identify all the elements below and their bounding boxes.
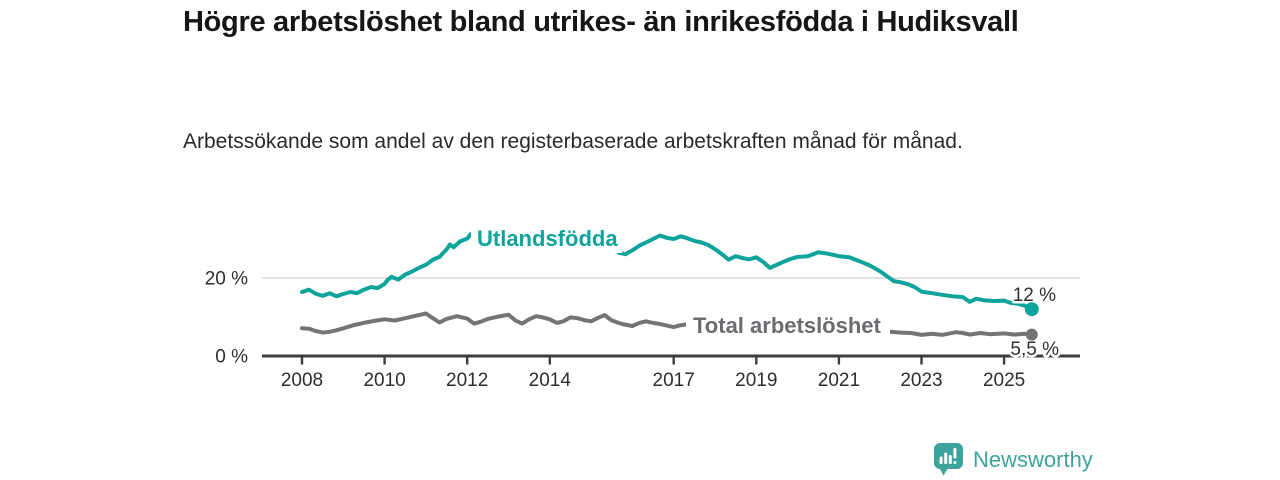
logo-exclamation-dot bbox=[953, 461, 957, 464]
logo-bar-3 bbox=[948, 455, 952, 464]
x-tick-label: 2025 bbox=[983, 370, 1025, 391]
x-tick-label: 2019 bbox=[735, 370, 777, 391]
chart-subtitle: Arbetssökande som andel av den registerb… bbox=[183, 130, 963, 153]
logo-exclamation-bar bbox=[953, 448, 957, 459]
chart-title: Högre arbetslöshet bland utrikes- än inr… bbox=[183, 6, 1019, 38]
utlandsfodda-end-dot bbox=[1024, 302, 1039, 317]
x-tick-label: 2021 bbox=[818, 370, 860, 391]
x-tick-label: 2014 bbox=[529, 370, 572, 391]
newsworthy-logo-icon bbox=[934, 443, 963, 476]
logo-bar-1 bbox=[939, 456, 943, 464]
newsworthy-branding: Newsworthy bbox=[933, 442, 1093, 477]
y-tick-label: 0 % bbox=[215, 347, 248, 368]
x-tick-label: 2023 bbox=[900, 370, 942, 391]
logo-bar-2 bbox=[944, 452, 948, 464]
x-tick-label: 2012 bbox=[446, 370, 488, 391]
total-arbetsloshet-label-mask bbox=[686, 312, 890, 341]
newsworthy-logo-text: Newsworthy bbox=[973, 446, 1093, 472]
x-tick-label: 2008 bbox=[281, 370, 323, 391]
total-arbetsloshet-end-dot bbox=[1025, 328, 1038, 341]
x-tick-label: 2010 bbox=[363, 370, 405, 391]
logo-bubble-shape bbox=[934, 443, 963, 476]
utlandsfodda-series-label: Utlandsfödda bbox=[477, 226, 618, 251]
utlandsfodda-line bbox=[300, 228, 1034, 312]
y-tick-label: 20 % bbox=[205, 269, 248, 290]
x-tick-label: 2017 bbox=[653, 370, 695, 391]
total-arbetsloshet-line bbox=[300, 311, 1034, 337]
total-arbetsloshet-series-label: Total arbetslöshet bbox=[693, 313, 882, 338]
total-arbetsloshet-end-value-label: 5,5 % bbox=[1010, 339, 1059, 360]
utlandsfodda-label-mask bbox=[471, 225, 622, 253]
